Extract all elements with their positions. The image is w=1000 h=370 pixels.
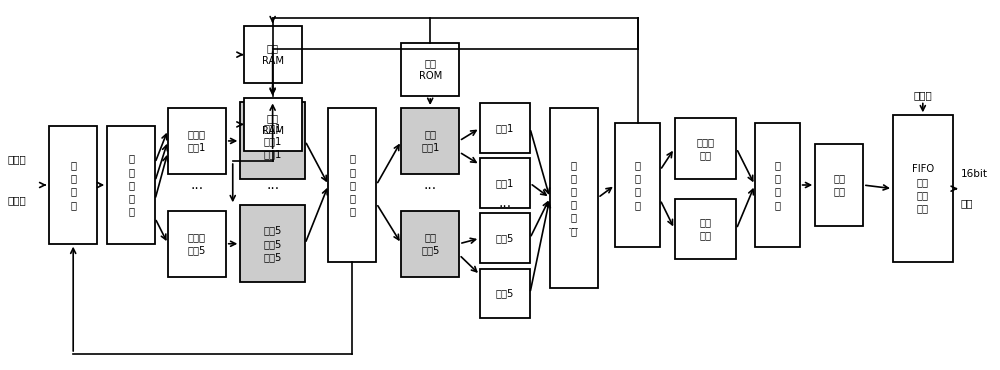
Bar xyxy=(755,122,800,248)
Bar xyxy=(401,43,459,96)
Text: ···: ··· xyxy=(190,182,203,196)
Text: 重
建
值
选
择: 重 建 值 选 择 xyxy=(349,154,355,216)
Text: ···: ··· xyxy=(498,200,512,214)
Bar xyxy=(550,108,598,288)
Bar xyxy=(480,158,530,208)
Bar xyxy=(240,205,305,282)
Bar xyxy=(240,102,305,179)
Text: FIFO
缓存
组帧
输出: FIFO 缓存 组帧 输出 xyxy=(912,164,934,213)
Text: 上下文
建模5: 上下文 建模5 xyxy=(188,232,206,255)
Text: 重建5: 重建5 xyxy=(496,233,514,243)
Bar xyxy=(168,211,226,277)
Bar xyxy=(244,26,302,83)
Bar xyxy=(615,122,660,248)
Text: 哥伦布
除数: 哥伦布 除数 xyxy=(696,137,714,160)
Text: 16bit: 16bit xyxy=(961,169,988,179)
Text: 编码块: 编码块 xyxy=(7,154,26,164)
Text: 重建1: 重建1 xyxy=(496,123,514,133)
Text: 因
果
模
板: 因 果 模 板 xyxy=(70,160,76,210)
Text: 取模1: 取模1 xyxy=(496,178,514,188)
Text: 预测5
校正5
残差5: 预测5 校正5 残差5 xyxy=(263,226,282,262)
Bar xyxy=(49,126,97,244)
Text: 量化
补偿5: 量化 补偿5 xyxy=(421,232,439,255)
Bar xyxy=(480,103,530,153)
Bar xyxy=(244,98,302,151)
Bar xyxy=(328,108,376,262)
Text: 参数
RAM: 参数 RAM xyxy=(262,113,284,136)
Text: 预测1
校正1
残差1: 预测1 校正1 残差1 xyxy=(263,123,282,159)
Bar xyxy=(107,126,155,244)
Text: 量化
ROM: 量化 ROM xyxy=(419,58,442,81)
Bar xyxy=(675,118,736,179)
Text: ···: ··· xyxy=(424,182,437,196)
Text: 量
化
补
偿
选
择: 量 化 补 偿 选 择 xyxy=(571,160,577,236)
Text: 边信息: 边信息 xyxy=(913,90,932,100)
Bar xyxy=(480,269,530,318)
Text: 限长
编码: 限长 编码 xyxy=(833,174,845,196)
Text: 匹配块: 匹配块 xyxy=(7,195,26,205)
Bar xyxy=(480,213,530,263)
Text: 重
建
值
预
测: 重 建 值 预 测 xyxy=(128,154,134,216)
Bar xyxy=(401,211,459,277)
Text: 量化
补偿1: 量化 补偿1 xyxy=(421,130,439,152)
Text: 商
和
余
数: 商 和 余 数 xyxy=(774,160,780,210)
Bar xyxy=(168,108,226,174)
Text: 参
数
更
新: 参 数 更 新 xyxy=(635,160,641,210)
Text: 上下文
建模1: 上下文 建模1 xyxy=(188,130,206,152)
Bar xyxy=(401,108,459,174)
Bar xyxy=(815,144,863,226)
Text: 码流: 码流 xyxy=(961,198,973,208)
Text: ···: ··· xyxy=(568,223,580,236)
Bar xyxy=(893,115,953,262)
Text: ···: ··· xyxy=(266,182,279,196)
Text: 参数
RAM: 参数 RAM xyxy=(262,43,284,66)
Text: 残差
映射: 残差 映射 xyxy=(699,218,711,240)
Bar xyxy=(675,199,736,259)
Text: 重建5: 重建5 xyxy=(496,288,514,298)
